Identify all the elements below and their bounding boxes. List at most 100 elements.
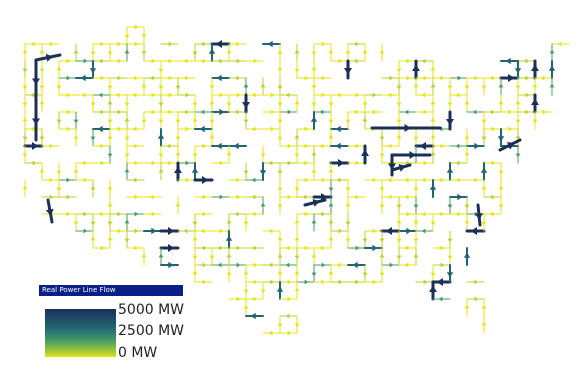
flow-arrow <box>39 49 45 54</box>
flow-arrow <box>200 58 205 64</box>
flow-arrow <box>81 92 86 98</box>
flow-arrow <box>200 41 205 47</box>
flow-arrow <box>406 227 412 235</box>
flow-arrow <box>321 92 326 98</box>
flow-arrow <box>168 58 173 64</box>
flow-arrow <box>124 49 130 54</box>
flow-arrow <box>464 151 470 156</box>
flow-arrow <box>22 85 28 90</box>
flow-arrow <box>321 193 328 201</box>
flow-arrow <box>338 228 343 234</box>
flow-arrow <box>30 126 35 132</box>
flow-arrow <box>335 125 341 133</box>
flow-arrow <box>498 204 504 209</box>
flow-arrow <box>39 68 45 73</box>
flow-arrow <box>132 92 137 98</box>
flow-arrow <box>243 170 249 175</box>
flow-arrow <box>446 167 454 173</box>
flow-arrow <box>311 219 317 224</box>
flow-arrow <box>497 136 505 142</box>
flow-arrow <box>90 51 96 56</box>
flow-arrow <box>304 75 309 81</box>
flow-arrow <box>328 168 334 173</box>
flow-arrow <box>124 238 130 243</box>
flow-arrow <box>276 286 284 292</box>
flow-arrow <box>440 143 445 149</box>
legend-title: Real Power Line Flow <box>39 285 183 296</box>
flow-arrow <box>472 75 477 81</box>
flow-arrow <box>421 177 426 183</box>
flow-arrow <box>311 102 317 107</box>
flow-arrow <box>430 83 436 88</box>
flow-arrow <box>277 253 283 258</box>
flow-arrow <box>523 75 528 81</box>
flow-arrow <box>141 32 147 37</box>
flow-arrow <box>328 219 334 224</box>
flow-arrow <box>406 211 411 217</box>
flow-arrow <box>430 66 436 71</box>
flow-arrow <box>379 272 385 277</box>
flow-arrow <box>523 58 528 64</box>
flow-arrow <box>132 177 137 183</box>
flow-arrow <box>209 100 215 105</box>
flow-arrow <box>100 245 105 251</box>
flow-arrow <box>151 211 156 217</box>
flow-arrow <box>117 228 122 234</box>
flow-arrow <box>396 255 402 260</box>
flow-arrow <box>243 83 249 88</box>
flow-arrow <box>73 168 79 173</box>
flow-arrow <box>226 219 232 224</box>
flow-arrow <box>319 245 324 251</box>
flow-arrow <box>396 238 402 243</box>
flow-arrow <box>100 160 105 166</box>
flow-arrow <box>472 279 477 285</box>
flow-arrow <box>200 109 205 115</box>
flow-arrow <box>192 255 198 260</box>
flow-arrow <box>226 49 232 54</box>
flow-arrow <box>404 194 409 200</box>
flow-arrow <box>388 163 396 170</box>
flow-arrow <box>226 272 232 277</box>
flow-arrow <box>277 270 283 275</box>
flow-arrow <box>251 194 256 200</box>
flow-arrow <box>287 279 292 285</box>
flow-arrow <box>174 166 182 173</box>
flow-arrow <box>430 221 436 226</box>
flow-arrow <box>66 126 71 132</box>
flow-arrow <box>335 142 341 150</box>
flow-arrow <box>457 177 462 183</box>
flow-arrow <box>372 92 377 98</box>
flow-arrow <box>362 49 368 54</box>
flow-arrow <box>158 119 164 124</box>
flow-arrow <box>321 41 326 47</box>
flow-arrow <box>436 278 443 286</box>
flow-arrow <box>421 211 426 217</box>
flow-arrow <box>525 92 530 98</box>
flow-arrow <box>215 40 222 48</box>
flow-arrow <box>311 151 317 156</box>
flow-arrow <box>304 143 309 149</box>
flow-arrow <box>345 202 351 207</box>
flow-arrow <box>446 119 454 126</box>
flow-arrow <box>192 153 198 158</box>
flow-arrow <box>464 204 470 209</box>
flow-arrow <box>294 287 300 292</box>
flow-arrow <box>56 187 62 192</box>
flow-arrow <box>251 126 256 132</box>
flow-arrow <box>260 289 266 294</box>
flow-arrow <box>328 49 334 54</box>
flow-arrow <box>151 227 157 235</box>
flow-arrow <box>253 279 258 285</box>
flow-arrow <box>523 109 528 115</box>
flow-arrow <box>396 85 402 90</box>
flow-arrow <box>480 167 488 173</box>
flow-arrow <box>175 136 181 141</box>
flow-arrow <box>355 143 360 149</box>
flow-arrow <box>192 51 198 56</box>
flow-arrow <box>506 109 511 115</box>
flow-arrow <box>515 119 521 124</box>
flow-arrow <box>73 119 79 124</box>
flow-arrow <box>98 92 103 98</box>
flow-arrow <box>362 117 368 122</box>
flow-arrow <box>124 168 130 173</box>
